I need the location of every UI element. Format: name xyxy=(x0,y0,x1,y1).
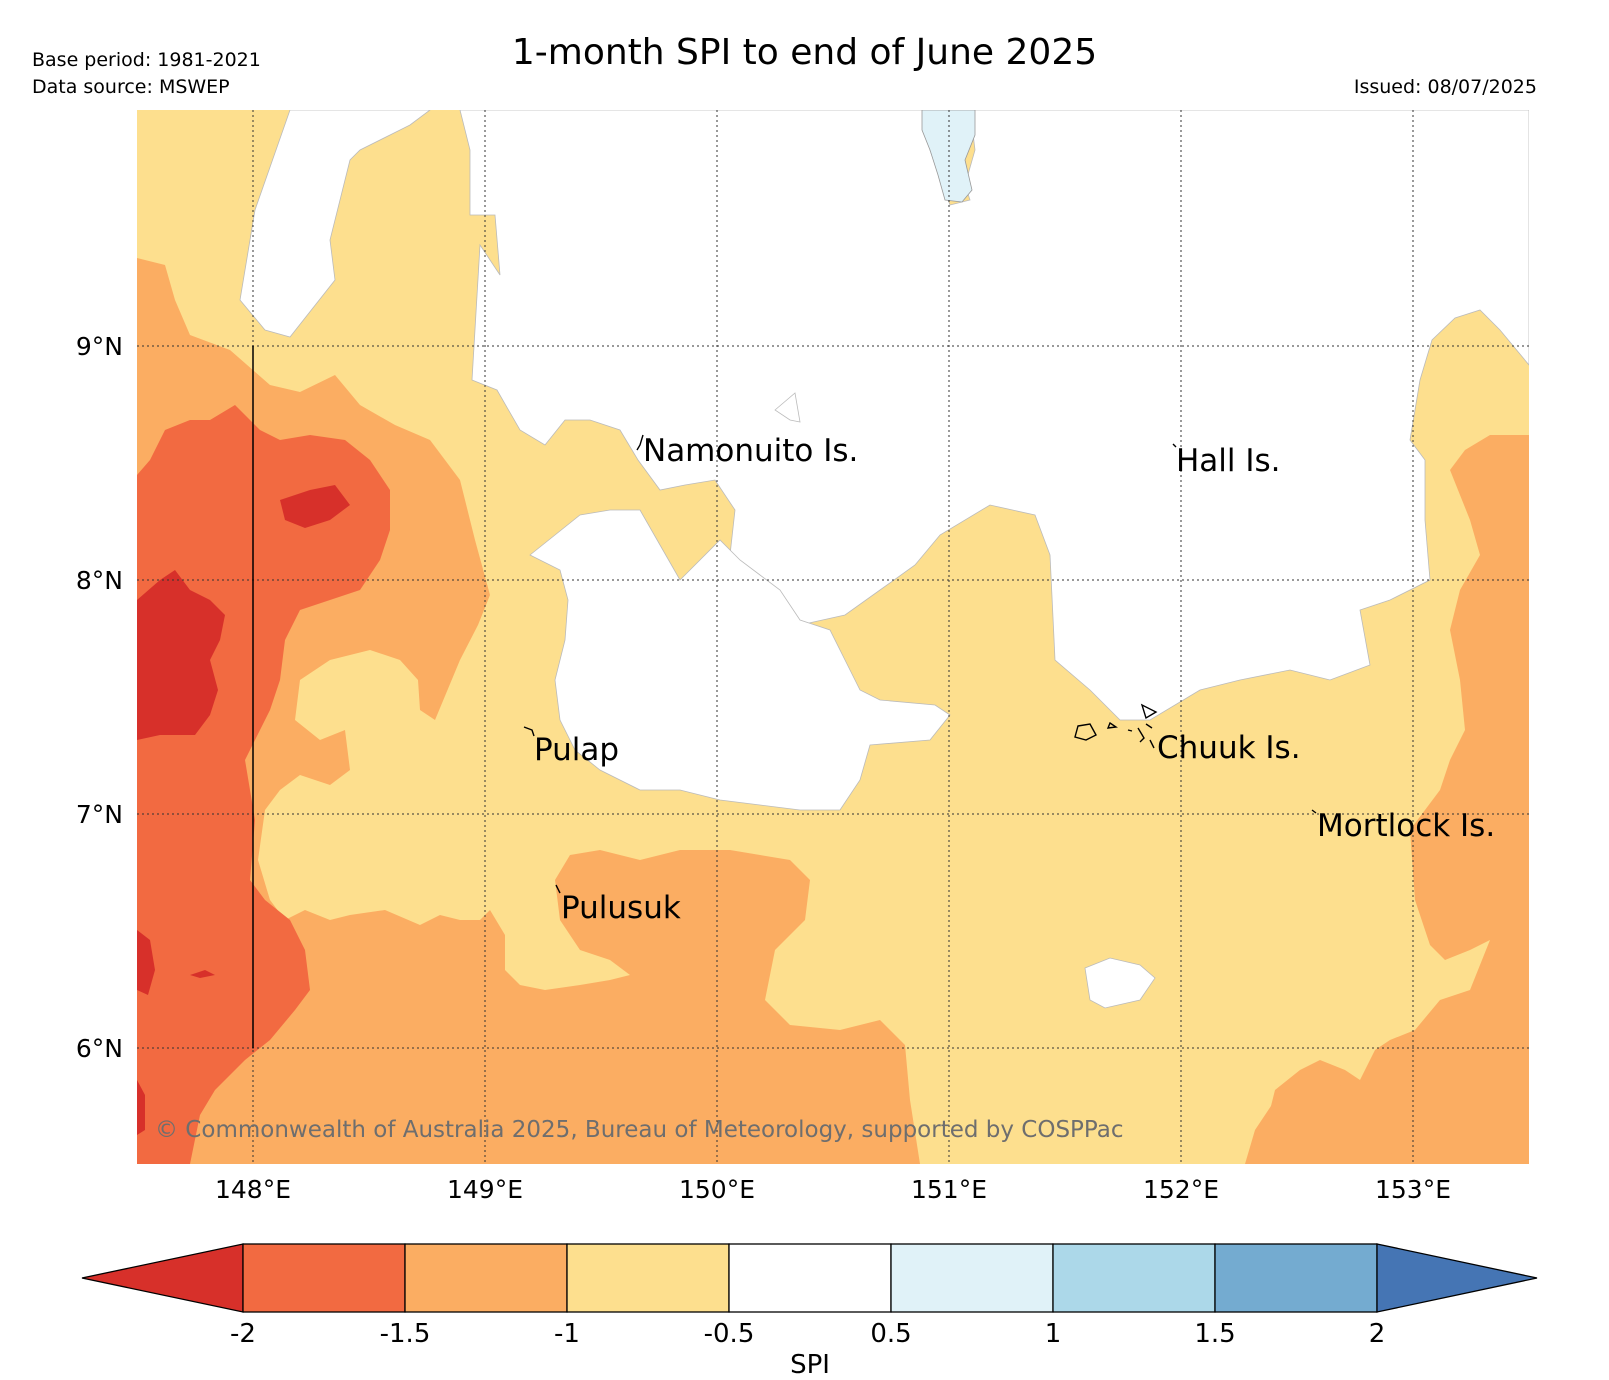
spi-orange-east xyxy=(1265,435,1529,1164)
colorbar-extend-high xyxy=(1376,1243,1538,1313)
colorbar-bin-7 xyxy=(1214,1243,1378,1313)
colorbar-bin-5 xyxy=(890,1243,1054,1313)
graticule xyxy=(137,110,1529,1164)
colorbar-bin-6 xyxy=(1052,1243,1216,1313)
spi-red-2 xyxy=(280,485,350,528)
cb-tick-1: 1 xyxy=(1045,1319,1062,1349)
chuuk-island-2 xyxy=(1074,723,1097,741)
spi-red-1 xyxy=(137,570,225,740)
colorbar-bin-2 xyxy=(404,1243,568,1313)
cb-tick-m0-5: -0.5 xyxy=(704,1319,755,1349)
lat-label-8n: 8°N xyxy=(76,566,123,595)
cb-tick-m1: -1 xyxy=(554,1319,580,1349)
chuuk-island-5 xyxy=(1145,723,1153,729)
spi-red-3 xyxy=(137,930,155,995)
spi-red-4 xyxy=(190,970,215,978)
cb-tick-0-5: 0.5 xyxy=(870,1319,911,1349)
lon-label-150e: 150°E xyxy=(679,1175,755,1204)
colorbar xyxy=(81,1243,1538,1313)
lat-label-9n: 9°N xyxy=(76,332,123,361)
colorbar-bin-1 xyxy=(242,1243,406,1313)
chuuk-island-7 xyxy=(1149,739,1155,749)
cb-tick-2: 2 xyxy=(1369,1319,1386,1349)
colorbar-bin-4 xyxy=(728,1243,892,1313)
spi-white-bottom-right xyxy=(1084,957,1156,1009)
namonuito-islet xyxy=(636,434,644,451)
colorbar-extend-low xyxy=(81,1243,244,1313)
spi-white-north xyxy=(239,110,431,338)
map-title: 1-month SPI to end of June 2025 xyxy=(511,32,1098,73)
mortlock-islet xyxy=(1311,809,1317,814)
issued-date: Issued: 08/07/2025 xyxy=(1353,76,1537,98)
colorbar-label: SPI xyxy=(790,1350,830,1380)
chuuk-island-6 xyxy=(1127,729,1133,732)
label-pulusuk: Pulusuk xyxy=(561,890,681,926)
spi-white-central xyxy=(459,110,1529,721)
spi-white-islet xyxy=(774,392,801,423)
pulusuk-islet xyxy=(555,884,561,894)
lon-label-149e: 149°E xyxy=(447,1175,523,1204)
island-outlines xyxy=(523,434,1317,894)
lat-label-7n: 7°N xyxy=(76,800,123,829)
spi-contours xyxy=(137,110,1529,1164)
label-chuuk: Chuuk Is. xyxy=(1157,730,1301,766)
label-namonuito: Namonuito Is. xyxy=(643,433,858,469)
lon-label-152e: 152°E xyxy=(1143,1175,1219,1204)
label-mortlock: Mortlock Is. xyxy=(1317,808,1495,844)
cb-tick-m2: -2 xyxy=(230,1319,256,1349)
data-source: Data source: MSWEP xyxy=(32,76,230,98)
chuuk-island-3 xyxy=(1106,721,1118,729)
lon-label-151e: 151°E xyxy=(911,1175,987,1204)
lon-label-148e: 148°E xyxy=(215,1175,291,1204)
label-hall: Hall Is. xyxy=(1176,443,1281,479)
lon-label-153e: 153°E xyxy=(1375,1175,1451,1204)
chuuk-island-1 xyxy=(1140,703,1158,720)
chuuk-island-4 xyxy=(1137,727,1145,743)
spi-white-pulap-basin xyxy=(529,509,951,811)
label-pulap: Pulap xyxy=(534,732,619,768)
hall-islet xyxy=(1172,443,1177,448)
lat-label-6n: 6°N xyxy=(76,1034,123,1063)
spi-red-5 xyxy=(137,1080,145,1135)
cb-tick-1-5: 1.5 xyxy=(1194,1319,1235,1349)
spi-orange-sw xyxy=(1245,1080,1400,1164)
cb-tick-m1-5: -1.5 xyxy=(380,1319,431,1349)
pulap-islet xyxy=(523,726,535,737)
base-period: Base period: 1981-2021 xyxy=(32,49,261,71)
colorbar-bin-3 xyxy=(566,1243,730,1313)
copyright-notice: © Commonwealth of Australia 2025, Bureau… xyxy=(155,1117,1124,1143)
